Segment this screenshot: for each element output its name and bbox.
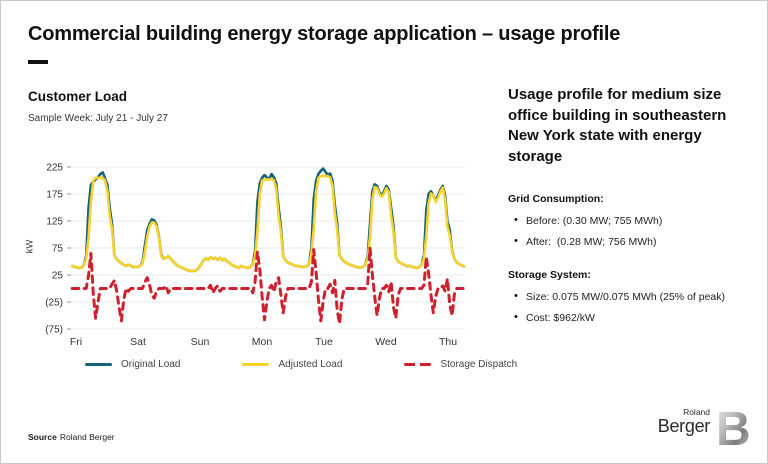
legend-label: Adjusted Load (278, 359, 343, 370)
page-title: Commercial building energy storage appli… (28, 23, 621, 45)
summary-heading: Usage profile for medium size office bui… (508, 86, 727, 166)
bullet-list: Before: (0.30 MW; 755 MWh) After: (0.28 … (508, 214, 748, 248)
svg-text:Sun: Sun (191, 336, 210, 348)
bullet-item: Cost: $962/kW (514, 311, 748, 324)
svg-text:(75): (75) (45, 325, 63, 336)
source-value: Roland Berger (59, 432, 115, 442)
svg-text:175: 175 (46, 190, 63, 201)
section-title: Storage System: (508, 268, 591, 281)
source-label: Source (28, 432, 57, 442)
bullet-item: After: (0.28 MW; 756 MWh) (514, 235, 748, 248)
summary-panel: Usage profile for medium size office bui… (508, 85, 748, 345)
svg-text:25: 25 (52, 271, 64, 282)
logo-roland-text: Roland (683, 407, 710, 417)
adjusted-load-line-icon (242, 362, 270, 367)
legend-item: Storage Dispatch (404, 359, 517, 370)
logo-b-glyph: B (716, 403, 751, 453)
bullet-item: Before: (0.30 MW; 755 MWh) (514, 214, 748, 227)
chart-subtitle: Sample Week: July 21 - July 27 (28, 113, 168, 124)
logo-b-icon: B (716, 403, 751, 453)
svg-text:75: 75 (52, 244, 64, 255)
roland-berger-logo: Roland Berger B (658, 399, 751, 453)
logo-berger-text: Berger (657, 415, 711, 436)
svg-text:Fri: Fri (70, 336, 82, 348)
bullet-list: Size: 0.075 MW/0.075 MWh (25% of peak) C… (508, 290, 748, 324)
svg-text:225: 225 (46, 163, 63, 174)
original-load-line-icon (85, 362, 112, 367)
logo-wordmark: Roland Berger (657, 407, 711, 436)
legend-item: Original Load (85, 359, 180, 370)
source-note: Source Roland Berger (28, 432, 115, 442)
legend-label: Storage Dispatch (440, 359, 518, 370)
svg-text:Sat: Sat (130, 336, 146, 348)
chart-legend: Original Load Adjusted Load Storage Disp… (85, 359, 517, 370)
load-chart: 225 175 125 75 25 (25) (75) Fri Sat Sun Mon Tue Wed T… (45, 163, 466, 348)
chart-title: Customer Load (28, 89, 128, 104)
section-title: Grid Consumption: (508, 192, 604, 205)
title-accent-dash (28, 60, 48, 64)
storage-system-section: Storage System: Size: 0.075 MW/0.075 MWh… (508, 269, 748, 324)
svg-text:Thu: Thu (439, 336, 457, 348)
grid-consumption-section: Grid Consumption: Before: (0.30 MW; 755 … (508, 193, 748, 248)
bullet-item: Size: 0.075 MW/0.075 MWh (25% of peak) (514, 290, 748, 303)
legend-item: Adjusted Load (242, 359, 342, 370)
svg-text:Mon: Mon (252, 336, 273, 348)
svg-text:125: 125 (46, 217, 63, 228)
svg-text:Tue: Tue (315, 336, 333, 348)
legend-label: Original Load (121, 359, 181, 370)
svg-text:(25): (25) (45, 298, 63, 309)
storage-dispatch-dash-icon (404, 362, 432, 367)
svg-text:Wed: Wed (375, 336, 397, 348)
